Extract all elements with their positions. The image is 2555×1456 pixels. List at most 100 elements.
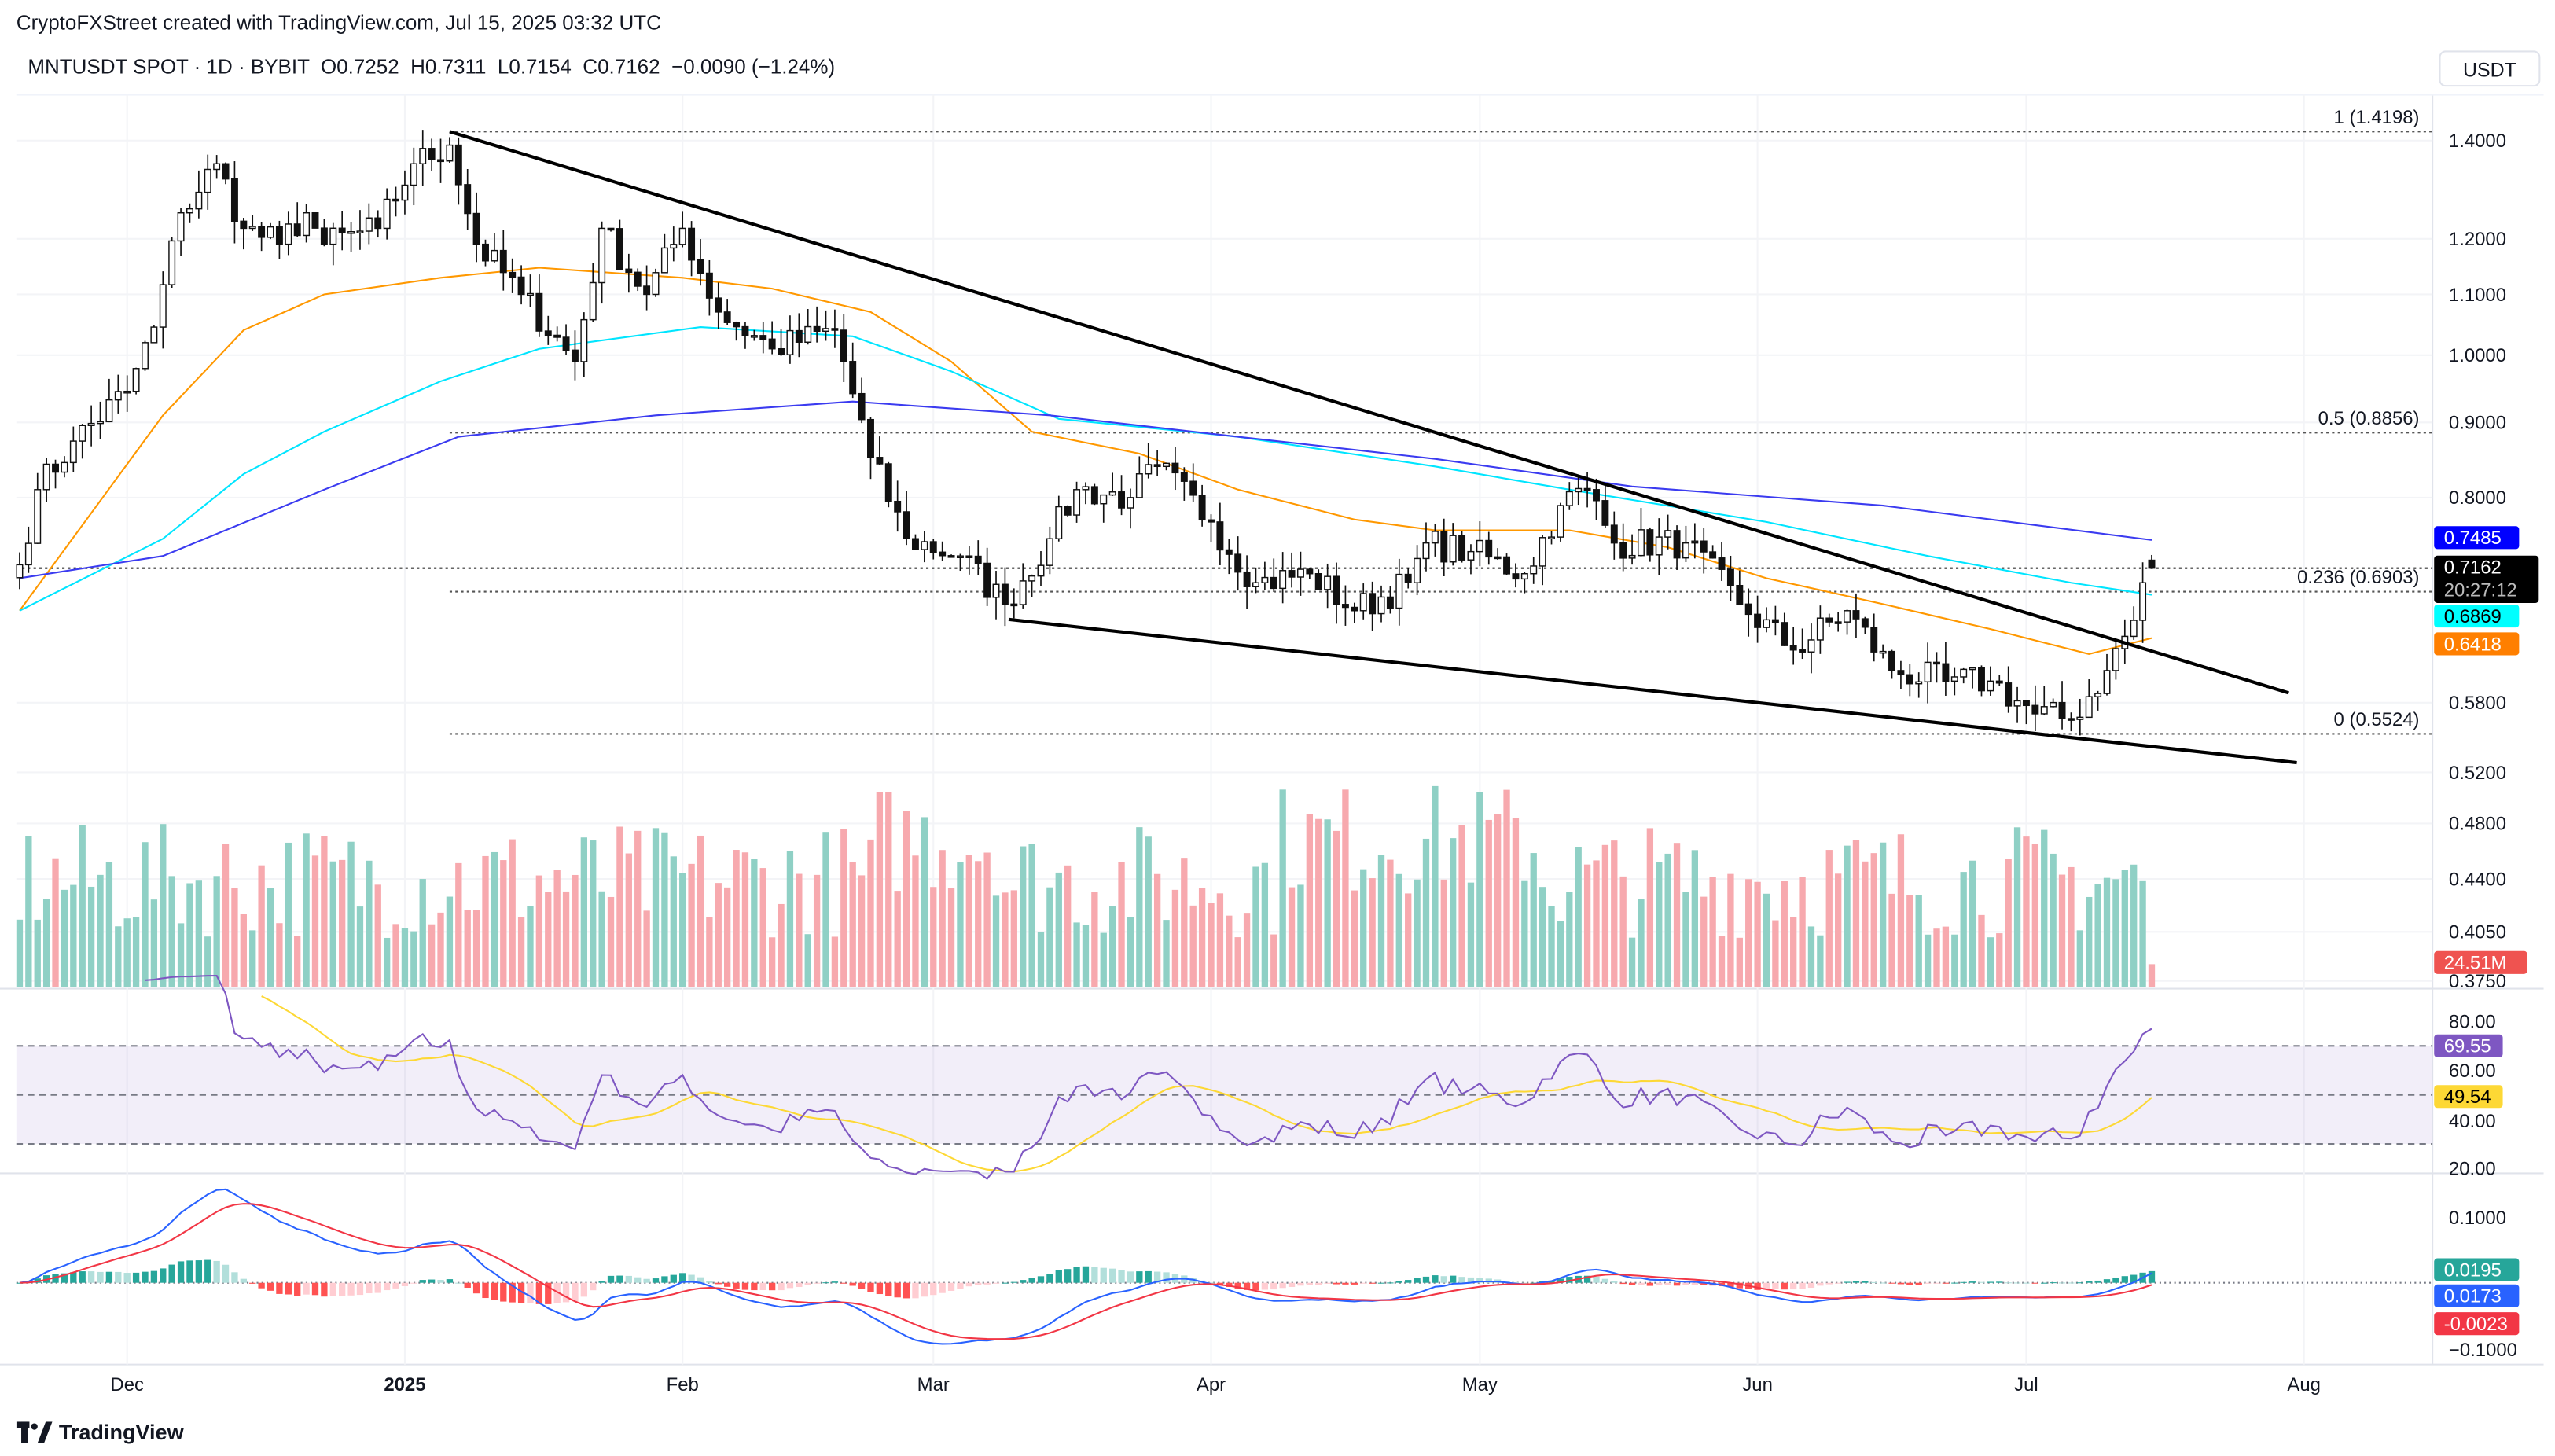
volume-bar [1226,915,1233,987]
volume-bar [1395,873,1402,987]
volume-bar [733,850,740,987]
volume-bar [1673,843,1681,987]
volume-bar [1351,890,1358,987]
macd-histogram-bar [1136,1271,1143,1283]
macd-histogram-bar [1807,1282,1815,1289]
macd-histogram-bar [724,1282,731,1287]
candle-body [1135,473,1143,498]
candle-body [1171,462,1179,474]
candle-body [867,418,874,458]
candle-body [1503,556,1511,575]
volume-bar [1924,934,1932,987]
rsi-ma-line [261,995,2152,1173]
candle-body [383,198,391,230]
volume-bar [500,860,507,987]
macd-histogram-bar [1996,1281,2003,1283]
time-tick-label: Dec [110,1374,144,1395]
volume-bar [97,874,104,987]
candle-body [1494,556,1502,560]
macd-histogram-badge-bg [2434,1258,2520,1281]
volume-bar [311,855,319,987]
candle-body [1718,557,1726,570]
volume-bar [688,863,695,987]
volume-bar [285,842,292,987]
candle-body [338,227,346,234]
candle-body [652,272,660,296]
candle-body [437,159,444,163]
volume-bar [1091,892,1098,987]
volume-bar [724,887,731,987]
volume-bar [1467,882,1475,987]
macd-histogram-bar [213,1260,220,1283]
volume-bar [303,833,310,987]
candle-body [42,463,50,491]
volume-bar [1360,869,1367,987]
candle-body [921,541,928,550]
macd-histogram-bar [813,1282,821,1284]
volume-bar [562,891,570,987]
rsi-ma-value-badge-text: 49.54 [2444,1086,2491,1108]
volume-bar [1611,840,1618,987]
volume-bar [697,835,704,987]
price-tick-label: 0.4050 [2449,922,2506,943]
macd-histogram-bar [2023,1282,2030,1284]
macd-histogram-bar [1879,1282,1887,1284]
macd-histogram-bar [276,1282,283,1294]
volume-bar [625,853,632,987]
candle-body [2094,693,2102,697]
macd-histogram-bar [1628,1282,1636,1285]
ma200-price-badge: 0.7485 [2434,526,2520,550]
candle-body [1108,491,1116,496]
volume-bar [840,829,847,987]
candle-body [1288,570,1296,578]
macd-histogram-bar [751,1282,758,1291]
macd-histogram-bar [1593,1276,1600,1283]
macd-histogram-badge: 0.0195 [2434,1258,2520,1281]
macd-histogram-bar [329,1282,336,1296]
macd-histogram-bar [679,1273,686,1283]
volume-bar [1324,819,1331,987]
macd-histogram-bar [1010,1281,1017,1283]
currency-button[interactable]: USDT [2439,50,2541,87]
candle-body [1575,487,1583,493]
macd-histogram-bar [688,1274,695,1283]
macd-histogram-bar [2058,1282,2066,1284]
volume-bar [1601,844,1609,987]
candle-body [150,326,158,344]
candle-body [1870,627,1878,653]
candle-body [79,425,86,442]
macd-histogram-bar [1288,1282,1296,1287]
candle-body [347,230,355,234]
macd-histogram-bar [2076,1282,2083,1284]
volume-bar [1951,934,1958,987]
volume-bar [1852,840,1860,987]
candle-body [1789,645,1797,651]
candle-body [1933,661,1940,665]
candle-body [1467,550,1475,561]
volume-bar [1450,838,1457,987]
candle-body [876,457,884,465]
candle-body [1646,529,1654,556]
macd-histogram-bar [1790,1282,1797,1290]
volume-bar [1575,847,1582,987]
candle-body [884,463,892,502]
macd-histogram-bar [97,1271,104,1283]
volume-bar [1682,892,1689,987]
candle-body [1145,464,1153,475]
macd-histogram-bar [356,1282,364,1296]
candle-body [2076,716,2084,720]
macd-histogram-bar [1377,1282,1385,1284]
macd-histogram-bar [1315,1282,1322,1285]
volume-bar [1288,887,1296,987]
macd-histogram-bar [1862,1281,1869,1283]
volume-bar [652,828,660,987]
macd-histogram-bar [1450,1275,1457,1283]
volume-bar [1969,860,1976,987]
symbol-legend: MNTUSDT SPOT · 1D · BYBIT O0.7252 H0.731… [28,55,836,79]
volume-bar [553,870,561,987]
macd-histogram-bar [177,1261,185,1283]
volume-bar [1002,892,1009,987]
macd-histogram-bar [975,1282,982,1285]
